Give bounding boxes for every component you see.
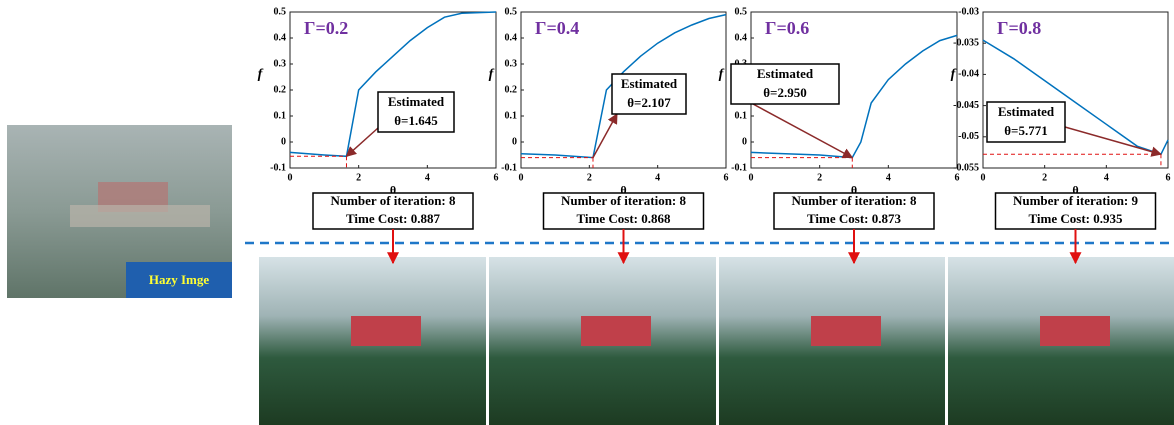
x-tick-label: 0 bbox=[519, 172, 524, 183]
annotation-text: Estimated bbox=[621, 76, 678, 91]
annotation-text: Estimated bbox=[388, 94, 445, 109]
x-tick-label: 6 bbox=[955, 172, 960, 183]
x-tick-label: 4 bbox=[655, 172, 660, 183]
figure: Hazy Imge -0.100.10.20.30.40.50246θfΓ=0.… bbox=[0, 0, 1174, 425]
info-text: Number of iteration: 8 bbox=[561, 193, 687, 208]
hazy-image: Hazy Imge bbox=[7, 125, 232, 298]
y-tick-label: -0.035 bbox=[953, 37, 979, 48]
chart-title: Γ=0.4 bbox=[535, 18, 579, 38]
y-tick-label: 0.1 bbox=[735, 110, 748, 121]
info-text: Number of iteration: 8 bbox=[330, 193, 456, 208]
annotation-text: Estimated bbox=[998, 104, 1055, 119]
y-tick-label: 0 bbox=[281, 136, 286, 147]
x-tick-label: 4 bbox=[425, 172, 430, 183]
y-tick-label: -0.05 bbox=[958, 131, 979, 142]
y-tick-label: 0.4 bbox=[274, 32, 287, 43]
chart-title: Γ=0.8 bbox=[997, 18, 1041, 38]
x-tick-label: 2 bbox=[817, 172, 822, 183]
image-label: Hazy Imge bbox=[149, 272, 210, 287]
y-tick-label: 0.5 bbox=[735, 6, 748, 17]
y-tick-label: -0.03 bbox=[958, 6, 979, 17]
annotation-text: θ=2.950 bbox=[763, 85, 806, 100]
x-tick-label: 0 bbox=[749, 172, 754, 183]
x-tick-label: 4 bbox=[886, 172, 891, 183]
y-tick-label: -0.045 bbox=[953, 100, 979, 111]
annotation-text: Estimated bbox=[757, 66, 814, 81]
y-tick-label: 0.3 bbox=[274, 58, 287, 69]
x-tick-label: 0 bbox=[288, 172, 293, 183]
x-tick-label: 6 bbox=[1166, 172, 1171, 183]
y-tick-label: 0.5 bbox=[505, 6, 518, 17]
annotation-text: θ=1.645 bbox=[394, 113, 438, 128]
y-tick-label: -0.055 bbox=[953, 162, 979, 173]
y-tick-label: 0.1 bbox=[274, 110, 287, 121]
y-tick-label: 0.3 bbox=[505, 58, 518, 69]
annotation-text: θ=5.771 bbox=[1004, 123, 1047, 138]
info-text: Time Cost: 0.935 bbox=[1028, 211, 1123, 226]
y-tick-label: 0.5 bbox=[274, 6, 287, 17]
x-tick-label: 6 bbox=[724, 172, 729, 183]
x-tick-label: 2 bbox=[1042, 172, 1047, 183]
info-text: Time Cost: 0.887 bbox=[346, 211, 441, 226]
y-tick-label: -0.04 bbox=[958, 69, 979, 80]
x-tick-label: 2 bbox=[356, 172, 361, 183]
y-tick-label: 0.1 bbox=[505, 110, 518, 121]
info-text: Number of iteration: 9 bbox=[1013, 193, 1139, 208]
chart-title: Γ=0.2 bbox=[304, 18, 348, 38]
y-tick-label: -0.1 bbox=[501, 162, 517, 173]
info-text: Time Cost: 0.868 bbox=[576, 211, 671, 226]
x-tick-label: 2 bbox=[587, 172, 592, 183]
x-tick-label: 0 bbox=[981, 172, 986, 183]
annotation-text: θ=2.107 bbox=[627, 95, 671, 110]
y-axis-label: f bbox=[258, 67, 264, 82]
x-tick-label: 4 bbox=[1104, 172, 1109, 183]
y-tick-label: 0 bbox=[742, 136, 747, 147]
x-tick-label: 6 bbox=[494, 172, 499, 183]
chart-title: Γ=0.6 bbox=[765, 18, 809, 38]
info-text: Number of iteration: 8 bbox=[791, 193, 917, 208]
y-tick-label: 0.4 bbox=[735, 32, 748, 43]
y-tick-label: 0.4 bbox=[505, 32, 518, 43]
info-text: Time Cost: 0.873 bbox=[807, 211, 902, 226]
y-tick-label: 0.2 bbox=[274, 84, 287, 95]
dehazed-images bbox=[259, 257, 1174, 425]
y-tick-label: 0 bbox=[512, 136, 517, 147]
y-tick-label: 0.2 bbox=[505, 84, 518, 95]
y-tick-label: -0.1 bbox=[731, 162, 747, 173]
y-tick-label: -0.1 bbox=[270, 162, 286, 173]
